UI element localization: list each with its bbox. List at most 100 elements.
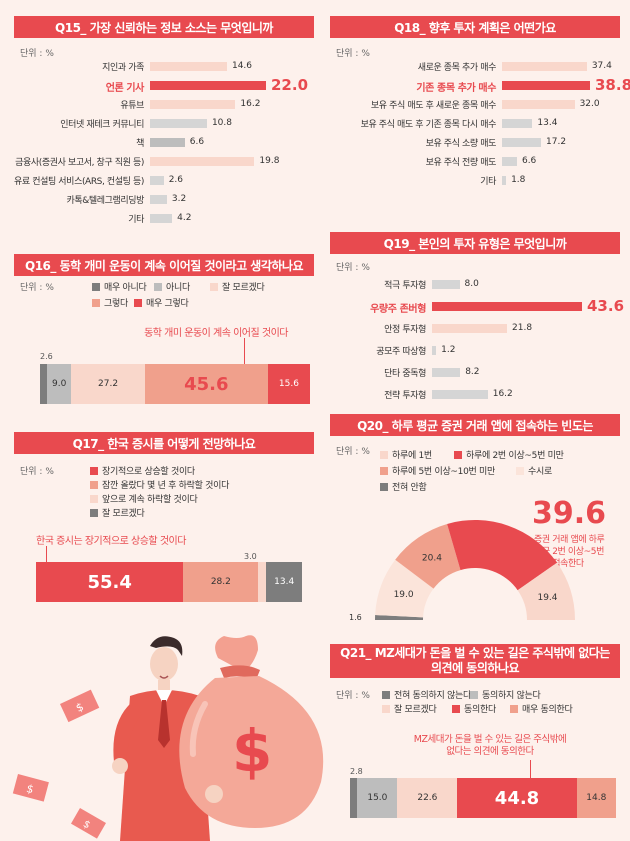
- q20-legend-swatch-4: [380, 482, 388, 491]
- q17-unit: 단위 : %: [20, 467, 54, 477]
- money-bag: $: [179, 635, 324, 828]
- q21-legend-swatch-2: [382, 704, 390, 713]
- q16-legend-swatch-0: [92, 282, 100, 291]
- q20-big-value: 39.6: [532, 496, 607, 531]
- q20-legend-label-3: 수시로: [528, 467, 552, 477]
- q21-title: Q21_ MZ세대가 돈을 벌 수 있는 길은 주식밖에 없다는 의견에 동의하…: [330, 644, 620, 678]
- q20-donut-chart: 1.6 19.0 20.4 19.4: [349, 520, 575, 622]
- flying-bill-3: $: [71, 808, 106, 839]
- q21-legend-item-4: 매우 동의한다: [510, 702, 573, 715]
- q15-bar-6: [150, 176, 164, 185]
- q15-value-3: 10.8: [211, 118, 232, 128]
- q19-value-4: 8.2: [465, 367, 480, 377]
- q21-legend-label-4: 매우 동의한다: [522, 705, 573, 715]
- q20-legend-label-1: 하루에 2번 이상~5번 미만: [466, 451, 564, 461]
- q21-segment-4: 14.8: [576, 778, 616, 818]
- q16-legend-label-0: 매우 아니다: [104, 283, 147, 293]
- q17-legend-label-3: 잘 모르겠다: [102, 509, 145, 519]
- q15-label-7: 카톡&텔레그램리딩방: [66, 196, 144, 206]
- q18-chart: 새로운 종목 추가 매수 37.4 기존 종목 추가 매수 38.8 보유 주식 매도 …: [330, 12, 630, 222]
- q15-unit: 단위 : %: [20, 49, 54, 59]
- q17-stacked-bar: 55.4 28.2 13.4: [36, 562, 302, 602]
- q16-legend-label-2: 잘 모르겠다: [222, 283, 265, 293]
- q16-small-label: 2.6: [40, 352, 53, 361]
- q17-legend-label-2: 앞으로 계속 하락할 것이다: [102, 495, 198, 505]
- q18-bar-1: [502, 81, 590, 90]
- q16-legend-item-2: 잘 모르겠다: [210, 280, 265, 293]
- q15-chart: 지인과 가족 14.6 언론 기사 22.0 유튜브 16.2 인터넷 재테크 커뮤니티 10…: [14, 12, 314, 225]
- q15-label-8: 기타: [128, 215, 144, 225]
- q20-legend-swatch-0: [380, 450, 388, 459]
- q21-small-label: 2.8: [350, 767, 363, 776]
- q17-legend-swatch-2: [90, 494, 98, 503]
- q19-value-5: 16.2: [492, 389, 513, 399]
- q19-value-3: 1.2: [441, 345, 456, 355]
- q21-callout-line-2: 없다는 의견에 동의한다: [446, 746, 534, 757]
- q20-slice-label-2: 20.4: [422, 553, 442, 563]
- q21-legend-item-1: 동의하지 않는다: [470, 688, 541, 701]
- q15-value-5: 19.8: [259, 156, 280, 166]
- q21-segment-2: 22.6: [397, 778, 458, 818]
- q20-legend: 하루에 1번 하루에 2번 이상~5번 미만 하루에 5번 이상~10번 미만 수시로…: [330, 410, 620, 510]
- svg-text:$: $: [25, 782, 35, 796]
- q16-legend-item-3: 그렇다: [92, 296, 128, 309]
- q21-legend-swatch-3: [452, 704, 460, 713]
- q21-title-line-2: 의견에 동의하나요: [431, 661, 520, 675]
- q16-legend-swatch-4: [134, 298, 142, 307]
- q21-legend-swatch-0: [382, 690, 390, 699]
- q20-slice-3: [375, 559, 434, 618]
- q16-legend-item-1: 아니다: [154, 280, 190, 293]
- q16-legend-item-0: 매우 아니다: [92, 280, 147, 293]
- q18-unit: 단위 : %: [336, 49, 370, 59]
- q15-label-1: 언론 기사: [105, 83, 145, 94]
- q21-legend: 전혀 동의하지 않는다 동의하지 않는다 잘 모르겠다 동의한다 매우 동의한다: [330, 640, 620, 730]
- q16-segment-3: 45.6: [144, 364, 268, 404]
- svg-text:$: $: [81, 819, 92, 832]
- q17-title: Q17_ 한국 증시를 어떻게 전망하나요: [14, 432, 314, 454]
- q15-bar-1: [150, 81, 266, 90]
- businessman-money-bag-illustration: $ $ $ $: [12, 635, 324, 841]
- q19-label-4: 단타 중독형: [384, 369, 426, 379]
- q19-bar-1: [432, 302, 582, 311]
- flying-bill-1: $: [60, 689, 100, 723]
- q20-slice-label-3: 19.0: [394, 590, 414, 600]
- q20-legend-item-1: 하루에 2번 이상~5번 미만: [454, 448, 564, 461]
- q18-value-6: 1.8: [511, 175, 526, 185]
- q19-panel: Q19_ 본인의 투자 유형은 무엇입니까 단위 : % 적극 투자형 8.0 우량…: [330, 228, 624, 406]
- q15-value-2: 16.2: [240, 99, 261, 109]
- q19-label-2: 안정 투자형: [384, 325, 426, 335]
- q18-bar-3: [502, 119, 533, 128]
- q15-bar-0: [150, 62, 227, 71]
- q15-label-0: 지인과 가족: [102, 63, 144, 73]
- q19-chart: 적극 투자형 8.0 우량주 존버형 43.6 안정 투자형 21.8 공모주 따상형 1.2…: [330, 228, 624, 406]
- q16-title: Q16_ 동학 개미 운동이 계속 이어질 것이라고 생각하나요: [14, 254, 314, 276]
- q17-legend-label-1: 잠깐 올랐다 몇 년 후 하락할 것이다: [102, 481, 230, 491]
- q18-bar-6: [502, 176, 507, 185]
- q18-value-0: 37.4: [591, 61, 612, 71]
- q21-callout: MZ세대가 돈을 벌 수 있는 길은 주식밖에 없다는 의견에 동의한다: [400, 734, 580, 758]
- q18-bar-2: [502, 100, 575, 109]
- q21-legend-label-1: 동의하지 않는다: [482, 691, 541, 701]
- q18-label-2: 보유 주식 매도 후 새로운 종목 매수: [370, 101, 496, 111]
- q16-legend-swatch-3: [92, 298, 100, 307]
- q17-legend-item-0: 장기적으로 상승할 것이다: [90, 464, 195, 477]
- q21-unit: 단위 : %: [336, 691, 370, 701]
- q20-legend-label-0: 하루에 1번: [392, 451, 432, 461]
- q15-label-5: 금융사(증권사 보고서, 창구 직원 등): [15, 158, 144, 168]
- q20-legend-swatch-3: [516, 466, 524, 475]
- q16-callout: 동학 개미 운동이 계속 이어질 것이다: [144, 328, 288, 339]
- q17-segment-1: 28.2: [183, 562, 259, 602]
- q18-value-1: 38.8: [595, 76, 630, 94]
- q19-title: Q19_ 본인의 투자 유형은 무엇입니까: [330, 232, 620, 254]
- q20-slice-label-0: 19.4: [537, 593, 557, 603]
- q15-panel: Q15_ 가장 신뢰하는 정보 소스는 무엇입니까 단위 : % 지인과 가족 1…: [14, 12, 314, 225]
- q20-big-caption-line-1: 증권 거래 앱에 하루: [534, 535, 605, 545]
- q21-legend-label-0: 전혀 동의하지 않는다: [394, 691, 471, 701]
- q19-bar-4: [432, 368, 461, 377]
- q17-legend-item-3: 잘 모르겠다: [90, 506, 145, 519]
- q21-legend-swatch-4: [510, 704, 518, 713]
- q21-legend-item-3: 동의한다: [452, 702, 496, 715]
- q16-segment-0: [40, 364, 48, 404]
- q18-label-1: 기존 종목 추가 매수: [416, 83, 496, 94]
